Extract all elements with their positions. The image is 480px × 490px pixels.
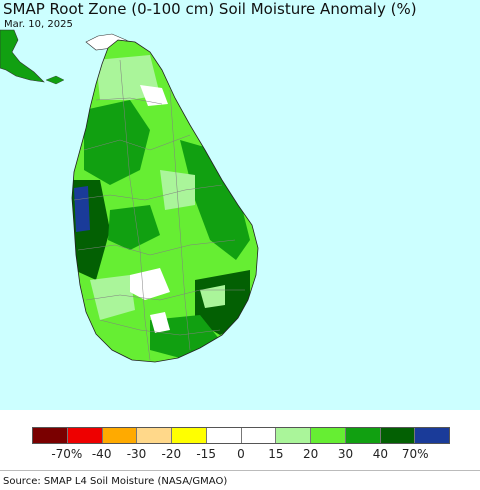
- legend-label: 30: [337, 447, 354, 461]
- footer-divider: [0, 470, 480, 471]
- legend-swatch: [206, 428, 242, 443]
- map-date: Mar. 10, 2025: [4, 19, 73, 30]
- legend-swatch: [345, 428, 381, 443]
- map-frame: SMAP Root Zone (0-100 cm) Soil Moisture …: [0, 0, 480, 410]
- legend-swatch: [311, 428, 346, 443]
- color-legend: [32, 427, 450, 444]
- legend-swatch: [276, 428, 311, 443]
- legend-swatch: [67, 428, 103, 443]
- legend-label: 20: [303, 447, 319, 461]
- legend-swatch: [415, 428, 449, 443]
- sri-lanka-landmass: [72, 40, 258, 362]
- island-outline: [71, 39, 259, 363]
- source-credit: Source: SMAP L4 Soil Moisture (NASA/GMAO…: [3, 476, 228, 487]
- legend-label: -15: [196, 447, 216, 461]
- legend-label: 40: [372, 447, 388, 461]
- legend-swatch: [33, 428, 68, 443]
- legend-swatch: [380, 428, 416, 443]
- legend-label: -30: [126, 447, 147, 461]
- legend-label: 0: [237, 447, 245, 461]
- legend-label: -40: [91, 447, 112, 461]
- map-title: SMAP Root Zone (0-100 cm) Soil Moisture …: [3, 0, 417, 18]
- legend-swatch: [241, 428, 277, 443]
- mannar-island: [45, 75, 65, 85]
- legend-swatch: [137, 428, 172, 443]
- legend-label: 70%: [401, 447, 429, 461]
- legend-label: -20: [161, 447, 182, 461]
- legend-labels: -70% -40 -30 -20 -15 0 15 20 30 40 70%: [32, 447, 450, 461]
- soil-moisture-map: [0, 29, 259, 363]
- district-boundaries: [73, 59, 245, 361]
- legend-swatch: [172, 428, 207, 443]
- legend-label: -70%: [51, 447, 83, 461]
- legend-swatch: [102, 428, 138, 443]
- legend-label: 15: [268, 447, 284, 461]
- india-coast: [0, 29, 45, 83]
